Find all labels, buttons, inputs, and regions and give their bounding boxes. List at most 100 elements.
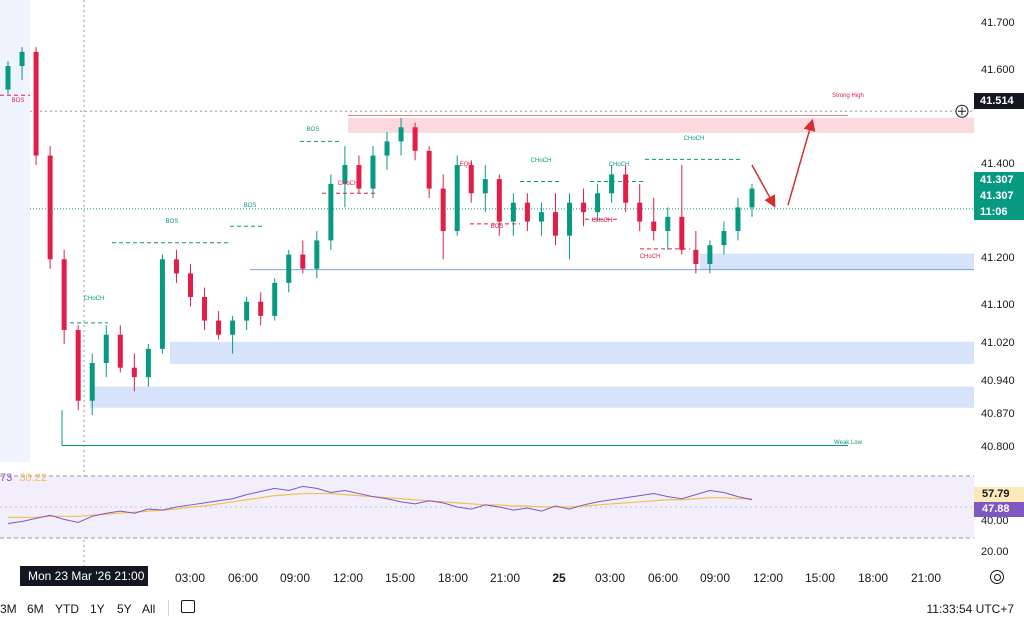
range-3m-button[interactable]: 3M [0,602,17,616]
price-tick-label: 41.100 [981,299,1015,312]
projection-arrows [751,118,816,208]
range-all-button[interactable]: All [142,602,156,616]
time-tick-label: 15:00 [804,571,836,585]
last-price-tag: 41.307 [974,172,1024,188]
candle-body [567,202,573,236]
structure-label: CHoCH [591,218,613,224]
candle-body [356,165,362,189]
structure-label: BOS [11,98,25,104]
rsi-header-ma: 30.22 [19,472,47,484]
range-6m-button[interactable]: 6M [27,602,44,616]
candle-body [595,193,601,213]
candle-body [244,301,250,321]
candle-body [510,202,516,222]
structure-label: Weak Low [834,440,862,446]
candle-body [496,179,502,222]
structure-label: CHoCH [639,254,661,260]
candle-body [454,165,460,231]
structure-label: CHoCH [683,136,705,142]
candle-body [159,259,165,349]
time-tick-label: 09:00 [699,571,731,585]
range-5y-button[interactable]: 5Y [117,602,132,616]
price-tick-label: 40.870 [981,407,1015,420]
time-tick-label: 12:00 [332,571,364,585]
candle-body [145,348,151,378]
candle-body [426,150,432,189]
price-tick-label: 40.800 [981,440,1015,453]
left-strip [0,0,30,462]
order-block-zones [0,0,974,462]
candle-body [468,165,474,194]
rsi-tick-20: 20.00 [981,546,1009,558]
last-price-tag-2: 41.307 [974,188,1024,204]
range-1y-button[interactable]: 1Y [90,602,105,616]
rsi-ma-value-tag: 57.79 [974,487,1024,502]
candle-body [482,179,488,194]
structure-label: Strong High [832,93,864,99]
candle-body [384,141,390,156]
candle-body [412,127,418,151]
candle-body [735,207,741,231]
time-tick-label: 21:00 [489,571,521,585]
rsi-header-value: 73 [0,472,13,484]
zone-supply [348,117,974,133]
rsi-pane [0,475,974,539]
crosshair-date-tooltip: Mon 23 Mar '26 21:00 [20,566,148,586]
candle-body [314,240,320,269]
candle-body [117,334,123,368]
candle-body [61,259,67,330]
candle-body [131,367,137,378]
candle-body [286,254,292,283]
time-tick-label: 03:00 [174,571,206,585]
structure-label: BOS [490,224,504,230]
candle-body [75,330,81,401]
candle-body [524,202,530,222]
price-tick-label: 40.940 [981,374,1015,387]
structure-label: EQH [459,162,473,168]
candle-body [609,174,615,194]
chart-gridlines [0,0,974,566]
candle-body [5,66,11,90]
time-tick-label: 12:00 [752,571,784,585]
structure-label: CHoCH [530,158,552,164]
structure-label: CHoCH [83,296,105,302]
candle-body [398,127,404,142]
zone-demand [700,253,974,270]
date-range-calendar-icon[interactable] [181,600,195,613]
settings-gear-icon[interactable] [990,570,1004,584]
structure-label: CHoCH [608,162,630,168]
candle-body [552,212,558,236]
candle-body [173,259,179,274]
range-ytd-button[interactable]: YTD [55,602,79,616]
price-tick-label: 41.020 [981,337,1015,350]
candle-body [665,216,671,231]
candle-body [342,165,348,184]
time-tick-label: 09:00 [279,571,311,585]
candle-body [258,301,264,316]
candle-body [721,231,727,246]
structure-label: CHoCH [337,181,359,187]
candle-body [47,155,53,260]
candle-body [679,216,685,250]
time-tick-label: 18:00 [437,571,469,585]
countdown-tag: 11:06 [974,204,1024,220]
candle-body [19,51,25,66]
structure-label: BOS [165,219,179,225]
price-tick-label: 41.200 [981,252,1015,265]
candle-body [202,297,208,321]
candle-body [749,188,755,208]
time-tick-label: 21:00 [910,571,942,585]
rsi-value-tag: 47.88 [974,502,1024,517]
projection-up-arrow [787,118,816,206]
time-tick-label: 15:00 [384,571,416,585]
rsi-ma-line [8,492,752,518]
candle-body [230,320,236,335]
candle-body [328,183,334,241]
candle-body [103,334,109,363]
projection-down-arrow [751,164,776,208]
candle-body [651,221,657,231]
candlestick-series [5,47,755,415]
candle-body [440,188,446,231]
rsi-line [7,485,753,525]
